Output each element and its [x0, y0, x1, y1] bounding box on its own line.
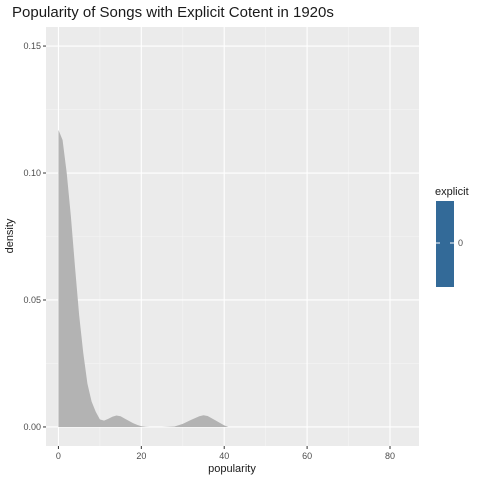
x-axis-title: popularity: [208, 463, 256, 475]
legend-colorbar: [436, 201, 454, 287]
legend-title: explicit: [435, 186, 469, 198]
major-gridlines: [46, 27, 419, 446]
density-area: [58, 129, 229, 427]
y-axis: 0.00 0.05 0.10 0.15: [23, 41, 46, 432]
x-tick-label: 80: [385, 451, 395, 461]
x-tick-label: 40: [219, 451, 229, 461]
y-tick-label: 0.15: [23, 41, 41, 51]
x-tick-label: 20: [136, 451, 146, 461]
chart-title: Popularity of Songs with Explicit Cotent…: [12, 4, 334, 21]
y-tick-label: 0.00: [23, 422, 41, 432]
y-axis-title: density: [4, 218, 16, 253]
x-tick-label: 60: [302, 451, 312, 461]
legend: explicit 0: [435, 186, 469, 287]
y-tick-label: 0.10: [23, 168, 41, 178]
x-axis: 0 20 40 60 80: [56, 446, 395, 461]
x-tick-label: 0: [56, 451, 61, 461]
y-tick-label: 0.05: [23, 295, 41, 305]
minor-gridlines: [46, 27, 419, 446]
legend-label-0: 0: [458, 238, 463, 248]
